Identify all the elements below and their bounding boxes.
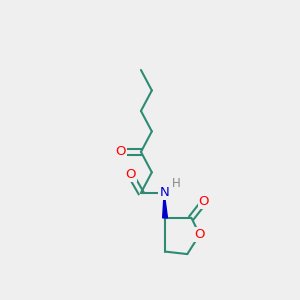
Text: O: O [115, 146, 126, 158]
Text: H: H [172, 177, 181, 190]
Text: N: N [159, 186, 169, 199]
Polygon shape [163, 193, 167, 218]
Text: O: O [199, 195, 209, 208]
Text: O: O [125, 168, 136, 181]
Text: O: O [194, 228, 205, 241]
